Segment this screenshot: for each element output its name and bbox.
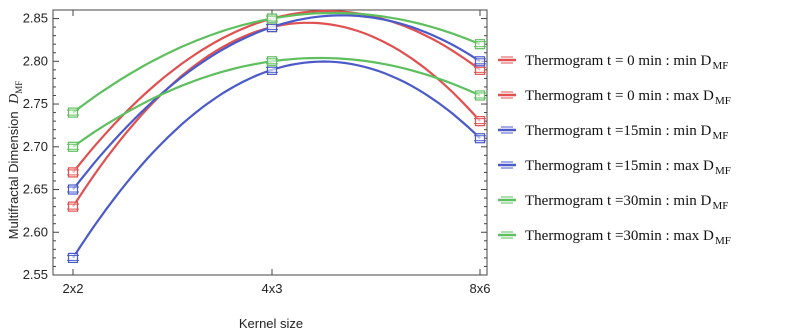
x-tick-label: 4x3 <box>262 281 283 296</box>
legend-label-subscript: MF <box>713 200 729 212</box>
y-tick-label: 2.85 <box>23 11 48 26</box>
legend-label-6: Thermogram t =30min : max D <box>525 228 714 244</box>
series-line-3 <box>72 60 481 259</box>
legend-label-subscript: MF <box>715 235 731 247</box>
y-tick-label: 2.80 <box>23 53 48 68</box>
data-point <box>474 56 486 67</box>
data-point <box>474 133 486 144</box>
legend-label-subscript: MF <box>715 165 731 177</box>
data-point <box>266 21 278 33</box>
y-axis-label-group: Multifractal Dimension DMF <box>6 81 24 240</box>
legend-label-subscript: MF <box>713 60 729 72</box>
data-point <box>266 64 278 75</box>
data-point <box>474 64 486 75</box>
legend-label-3: Thermogram t =15min : min D <box>525 123 712 139</box>
data-point <box>474 116 486 127</box>
y-tick-label: 2.75 <box>23 96 48 111</box>
legend-label-subscript: MF <box>715 95 731 107</box>
y-axis-label-symbol: D <box>7 94 22 105</box>
x-axis-ticks: 2x2 4x3 8x6 <box>63 10 491 296</box>
data-point <box>67 201 79 212</box>
y-tick-label: 2.60 <box>23 224 48 239</box>
data-point <box>266 56 278 67</box>
series-line-1 <box>72 21 481 208</box>
data-point <box>474 90 486 101</box>
y-tick-label: 2.70 <box>23 139 48 154</box>
y-axis-label-subscript: MF <box>14 81 24 94</box>
legend-label-5: Thermogram t =30min : min D <box>525 193 712 209</box>
data-point <box>67 141 79 152</box>
y-axis-ticks: 2.55 2.60 2.65 2.70 2.75 2.80 2.85 <box>23 11 487 282</box>
legend-label-4: Thermogram t =15min : max D <box>525 158 714 174</box>
data-point <box>67 184 79 195</box>
x-tick-label: 8x6 <box>470 281 491 296</box>
y-tick-label: 2.55 <box>23 267 48 282</box>
series-line-2 <box>72 9 481 174</box>
series-line-4 <box>72 14 481 191</box>
legend: Thermogram t = 0 min : min D MFThermogram… <box>498 53 731 247</box>
data-point <box>67 252 79 264</box>
y-axis-label: Multifractal Dimension <box>6 111 21 239</box>
data-point <box>474 39 486 50</box>
x-tick-label: 2x2 <box>63 281 84 296</box>
legend-label-2: Thermogram t = 0 min : max D <box>525 88 714 104</box>
svg-text:Multifractal Dimension D: Multifractal Dimension DMF <box>6 81 24 240</box>
series-lines <box>72 9 481 259</box>
legend-label-1: Thermogram t = 0 min : min D <box>525 53 712 69</box>
y-tick-label: 2.65 <box>23 182 48 197</box>
data-point <box>67 107 79 118</box>
plot-frame <box>52 9 488 276</box>
data-point <box>266 13 278 24</box>
plot-area-border <box>52 9 488 276</box>
series-markers <box>67 13 486 264</box>
data-point <box>67 167 79 178</box>
x-axis-label: Kernel size <box>239 316 303 331</box>
legend-label-subscript: MF <box>713 130 729 142</box>
